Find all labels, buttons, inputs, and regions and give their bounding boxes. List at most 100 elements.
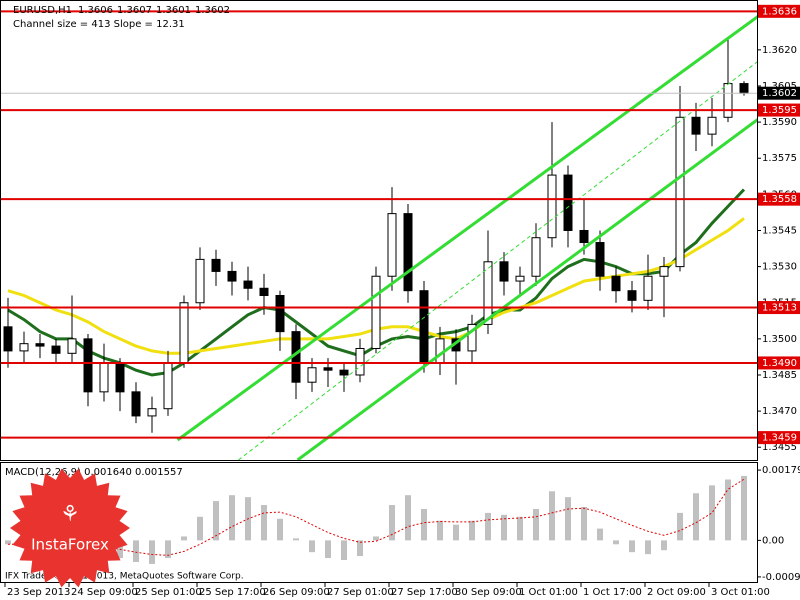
y-tick-label: 1.3500 — [762, 334, 797, 345]
candle-body — [227, 270, 237, 282]
macd-bar — [309, 540, 315, 553]
candle-body — [515, 275, 525, 282]
macd-bar — [501, 514, 507, 541]
candle-body — [51, 345, 61, 354]
candle-body — [691, 116, 701, 135]
macd-bar — [533, 508, 539, 541]
last-low: 1.3601 — [156, 5, 191, 16]
candle-body — [387, 213, 397, 277]
level-label: 1.3459 — [762, 433, 797, 444]
y-tick-label: -0.00093 — [762, 572, 800, 583]
candle-body — [723, 83, 733, 118]
x-tick-label: 25 Sep 17:00 — [199, 587, 266, 598]
macd-bar — [517, 516, 523, 541]
macd-bar — [373, 536, 379, 541]
candle-body — [371, 275, 381, 349]
x-tick-label: 1 Oct 01:00 — [519, 587, 578, 598]
level-label-bg — [758, 431, 800, 445]
candle-body — [403, 213, 413, 292]
channel-line — [296, 118, 757, 460]
macd-bar — [293, 538, 299, 541]
macd-panel-frame — [0, 462, 758, 583]
copyright: IFX Trader © 2001-2013, MetaQuotes Softw… — [5, 572, 244, 582]
level-label-bg — [758, 301, 800, 315]
axes: 1.34551.34701.34851.35001.35151.35301.35… — [4, 4, 800, 598]
current-price-bg — [758, 86, 800, 100]
candle-body — [147, 408, 157, 417]
main-plot — [1, 10, 757, 460]
y-tick-label: 1.3545 — [762, 225, 797, 236]
candle-body — [3, 326, 13, 352]
x-tick-label: 26 Sep 09:00 — [263, 587, 330, 598]
candle-body — [211, 258, 221, 272]
macd-bar — [613, 540, 619, 545]
channel-line — [176, 15, 757, 442]
macd-bar — [5, 540, 11, 545]
macd-bar — [213, 501, 219, 541]
level-label: 1.3558 — [762, 194, 797, 205]
level-label: 1.3636 — [762, 6, 797, 17]
level-label-bg — [758, 103, 800, 117]
last-high: 1.3607 — [117, 5, 152, 16]
y-tick-label: 1.3530 — [762, 262, 797, 273]
y-tick-label: 1.3605 — [762, 81, 797, 92]
candle-body — [83, 338, 93, 393]
logo-text: InstaForex — [31, 536, 109, 554]
candle-body — [547, 174, 557, 239]
x-tick-label: 25 Sep 01:00 — [135, 587, 202, 598]
candle-body — [579, 229, 589, 244]
x-tick-label: 3 Oct 01:00 — [711, 587, 770, 598]
candle-body — [195, 258, 205, 304]
level-label: 1.3513 — [762, 303, 797, 314]
watermark-logo: InstaForex ⚘ — [10, 468, 130, 588]
candle-body — [675, 116, 685, 268]
symbol: EURUSD,H1 — [13, 5, 72, 16]
candle-body — [307, 367, 317, 383]
macd-bar — [405, 495, 411, 541]
candle-body — [131, 391, 141, 417]
candle-body — [163, 362, 173, 410]
x-tick-label: 1 Oct 17:00 — [583, 587, 642, 598]
current-price-label: 1.3602 — [762, 88, 797, 99]
x-tick-label: 24 Sep 09:00 — [71, 587, 138, 598]
macd-signal — [7, 478, 745, 556]
channel-line — [238, 61, 757, 460]
macd-title: MACD(12,26,9) 0.001640 0.001557 — [5, 467, 183, 478]
y-tick-label: 1.3455 — [762, 442, 797, 453]
y-tick-label: 1.3620 — [762, 45, 797, 56]
candle-body — [339, 369, 349, 376]
macd-bar — [693, 493, 699, 541]
level-label: 1.3490 — [762, 358, 797, 369]
logo-badge — [10, 468, 130, 588]
candle-body — [259, 287, 269, 297]
candle-body — [419, 290, 429, 364]
candle-body — [115, 362, 125, 393]
macd-bar — [661, 540, 667, 551]
level-label-bg — [758, 192, 800, 206]
candle-body — [467, 323, 477, 352]
macd-bar — [437, 520, 443, 541]
candle-body — [595, 242, 605, 277]
candle-body — [643, 275, 653, 301]
macd-bar — [181, 536, 187, 541]
macd-bar — [597, 528, 603, 541]
macd-bar — [725, 479, 731, 541]
macd-bar — [645, 540, 651, 555]
y-tick-label: 0.00 — [762, 535, 784, 546]
last-open: 1.3606 — [78, 5, 113, 16]
y-tick-label: 1.3575 — [762, 153, 797, 164]
macd-bar — [261, 505, 267, 541]
last-close: 1.3602 — [195, 5, 230, 16]
chart-title: EURUSD,H1 1.3606 1.3607 1.3601 1.3602 — [13, 5, 230, 16]
chart-subtitle: Channel size = 413 Slope = 12.31 — [13, 19, 185, 30]
candle-body — [659, 266, 669, 277]
candle-body — [243, 280, 253, 289]
x-tick-label: 27 Sep 17:00 — [391, 587, 458, 598]
macd-bar — [709, 485, 715, 541]
macd-bar — [341, 540, 347, 561]
x-tick-label: 30 Sep 09:00 — [455, 587, 522, 598]
macd-bar — [485, 512, 491, 541]
candle-body — [707, 116, 717, 135]
macd-bar — [165, 540, 171, 559]
